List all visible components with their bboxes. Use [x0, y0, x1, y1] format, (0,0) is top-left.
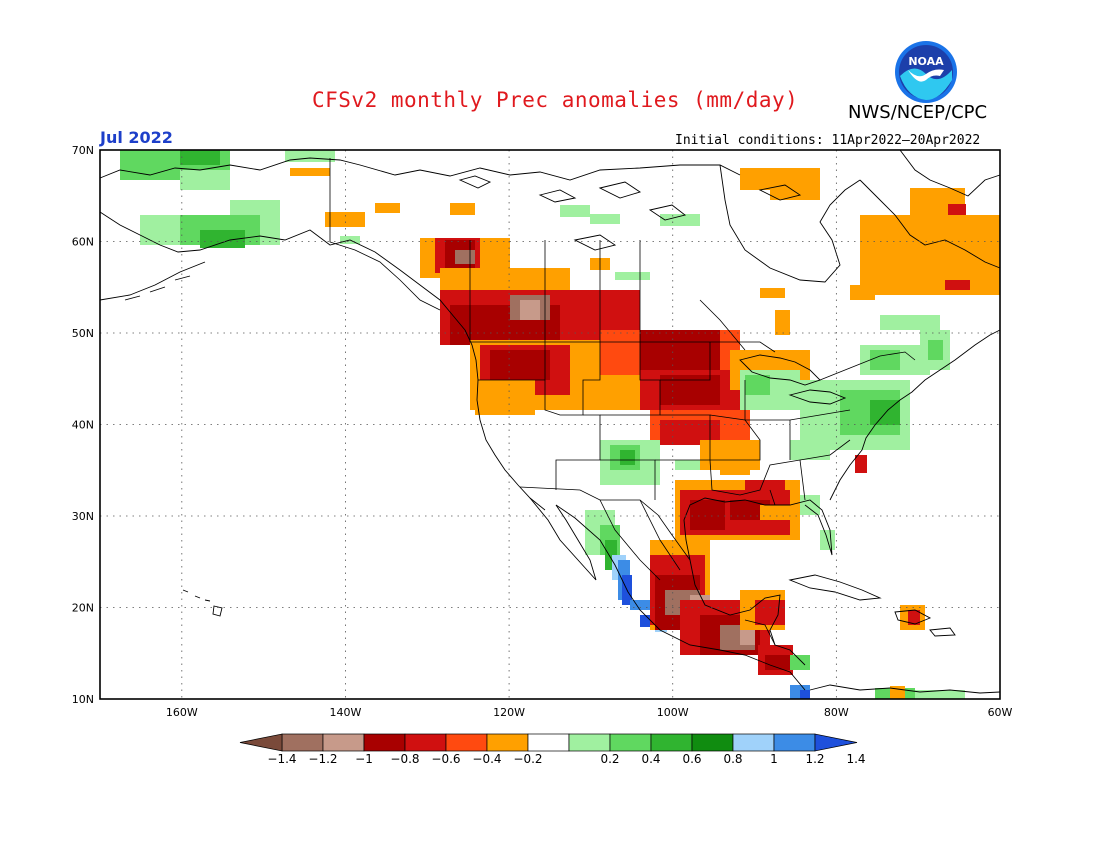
legend-label: 0.6	[682, 752, 701, 766]
legend-swatch	[322, 733, 365, 752]
lon-label: 160W	[166, 706, 198, 719]
map-frame	[99, 149, 1001, 700]
lat-label: 30N	[72, 510, 94, 523]
legend-swatch	[363, 733, 406, 752]
legend-label: 0.8	[723, 752, 742, 766]
lon-label: 140W	[330, 706, 362, 719]
anomaly-cell	[640, 330, 720, 375]
chart-title: CFSv2 monthly Prec anomalies (mm/day)	[312, 88, 799, 112]
legend-swatch	[527, 733, 570, 752]
noaa-logo-icon: NOAA	[894, 40, 958, 104]
anomaly-cell	[520, 300, 540, 320]
anomaly-cell	[290, 168, 330, 176]
latitude-labels: 70N 60N 50N 40N 30N 20N 10N	[72, 144, 94, 706]
legend-swatch	[773, 733, 816, 752]
legend-label: −0.4	[472, 752, 501, 766]
logo-text: NOAA	[908, 55, 944, 68]
anomaly-cell	[675, 460, 700, 470]
anomaly-cell	[790, 440, 830, 460]
lat-label: 40N	[72, 419, 94, 432]
legend-swatch	[732, 733, 775, 752]
legend-swatch	[445, 733, 488, 752]
political-borders	[329, 158, 916, 646]
lat-label: 70N	[72, 144, 94, 157]
anomaly-cell	[945, 280, 970, 290]
lon-label: 80W	[824, 706, 849, 719]
anomaly-cell	[615, 272, 650, 280]
lon-label: 120W	[493, 706, 525, 719]
anomaly-cell	[630, 600, 650, 610]
legend-swatch	[404, 733, 447, 752]
legend-swatch	[650, 733, 693, 752]
anomaly-cell	[490, 350, 550, 380]
anomaly-cell	[800, 690, 810, 699]
legend-label: 0.2	[600, 752, 619, 766]
longitude-labels: 160W 140W 120W 100W 80W 60W	[166, 706, 1013, 719]
legend-label: 1.4	[846, 752, 865, 766]
legend-swatch	[568, 733, 611, 752]
anomaly-cell	[870, 350, 900, 370]
anomaly-cell	[928, 340, 943, 360]
anomaly-cell	[915, 690, 965, 699]
valid-month-label: Jul 2022	[100, 128, 173, 147]
lat-label: 10N	[72, 693, 94, 706]
legend-swatch	[609, 733, 652, 752]
lon-label: 60W	[988, 706, 1013, 719]
lat-label: 60N	[72, 236, 94, 249]
legend-arrow-high	[814, 733, 858, 752]
lat-label: 20N	[72, 602, 94, 615]
agency-label: NWS/NCEP/CPC	[848, 102, 988, 123]
legend-label: 1	[770, 752, 778, 766]
legend-label: 0.4	[641, 752, 660, 766]
anomaly-cell	[560, 205, 590, 217]
anomaly-cell	[908, 610, 920, 625]
anomaly-cell	[640, 615, 652, 627]
legend-label: −1.2	[308, 752, 337, 766]
anomaly-cell	[745, 375, 770, 395]
legend-swatch	[691, 733, 734, 752]
legend-swatch	[281, 733, 324, 752]
anomaly-cell	[475, 380, 535, 415]
legend-label: −0.6	[431, 752, 460, 766]
lat-label: 50N	[72, 327, 94, 340]
anomaly-cell	[755, 600, 785, 625]
legend-label: −1.4	[267, 752, 296, 766]
anomaly-cell	[325, 212, 365, 227]
anomaly-cell	[775, 310, 790, 335]
anomaly-cell	[948, 204, 966, 218]
anomaly-cell	[745, 480, 785, 500]
anomaly-cell	[200, 230, 245, 248]
legend-label: −0.2	[513, 752, 542, 766]
anomaly-cell	[180, 150, 220, 165]
anomaly-cell	[760, 288, 785, 298]
anomaly-cell	[230, 200, 280, 215]
gridlines	[100, 150, 1000, 699]
anomaly-cell	[590, 214, 620, 224]
anomaly-cell	[450, 203, 475, 215]
legend-label: −0.8	[390, 752, 419, 766]
anomaly-cell	[740, 630, 755, 645]
anomaly-cell	[690, 500, 725, 530]
lon-label: 100W	[657, 706, 689, 719]
anomaly-cell	[770, 182, 820, 200]
anomaly-cell	[375, 203, 400, 213]
anomaly-cell	[790, 655, 810, 670]
legend-label: −1	[355, 752, 373, 766]
anomaly-cell	[855, 455, 867, 473]
anomaly-cell	[880, 315, 940, 330]
anomaly-cell	[765, 655, 790, 670]
anomaly-cell	[660, 214, 700, 226]
initial-conditions-label: Initial conditions: 11Apr2022–20Apr2022	[675, 133, 981, 148]
anomaly-cell	[850, 285, 875, 300]
legend-arrow-low	[239, 733, 283, 752]
anomaly-cell	[180, 170, 230, 190]
legend-swatch	[486, 733, 529, 752]
legend-label: 1.2	[805, 752, 824, 766]
anomaly-cell	[620, 450, 635, 465]
